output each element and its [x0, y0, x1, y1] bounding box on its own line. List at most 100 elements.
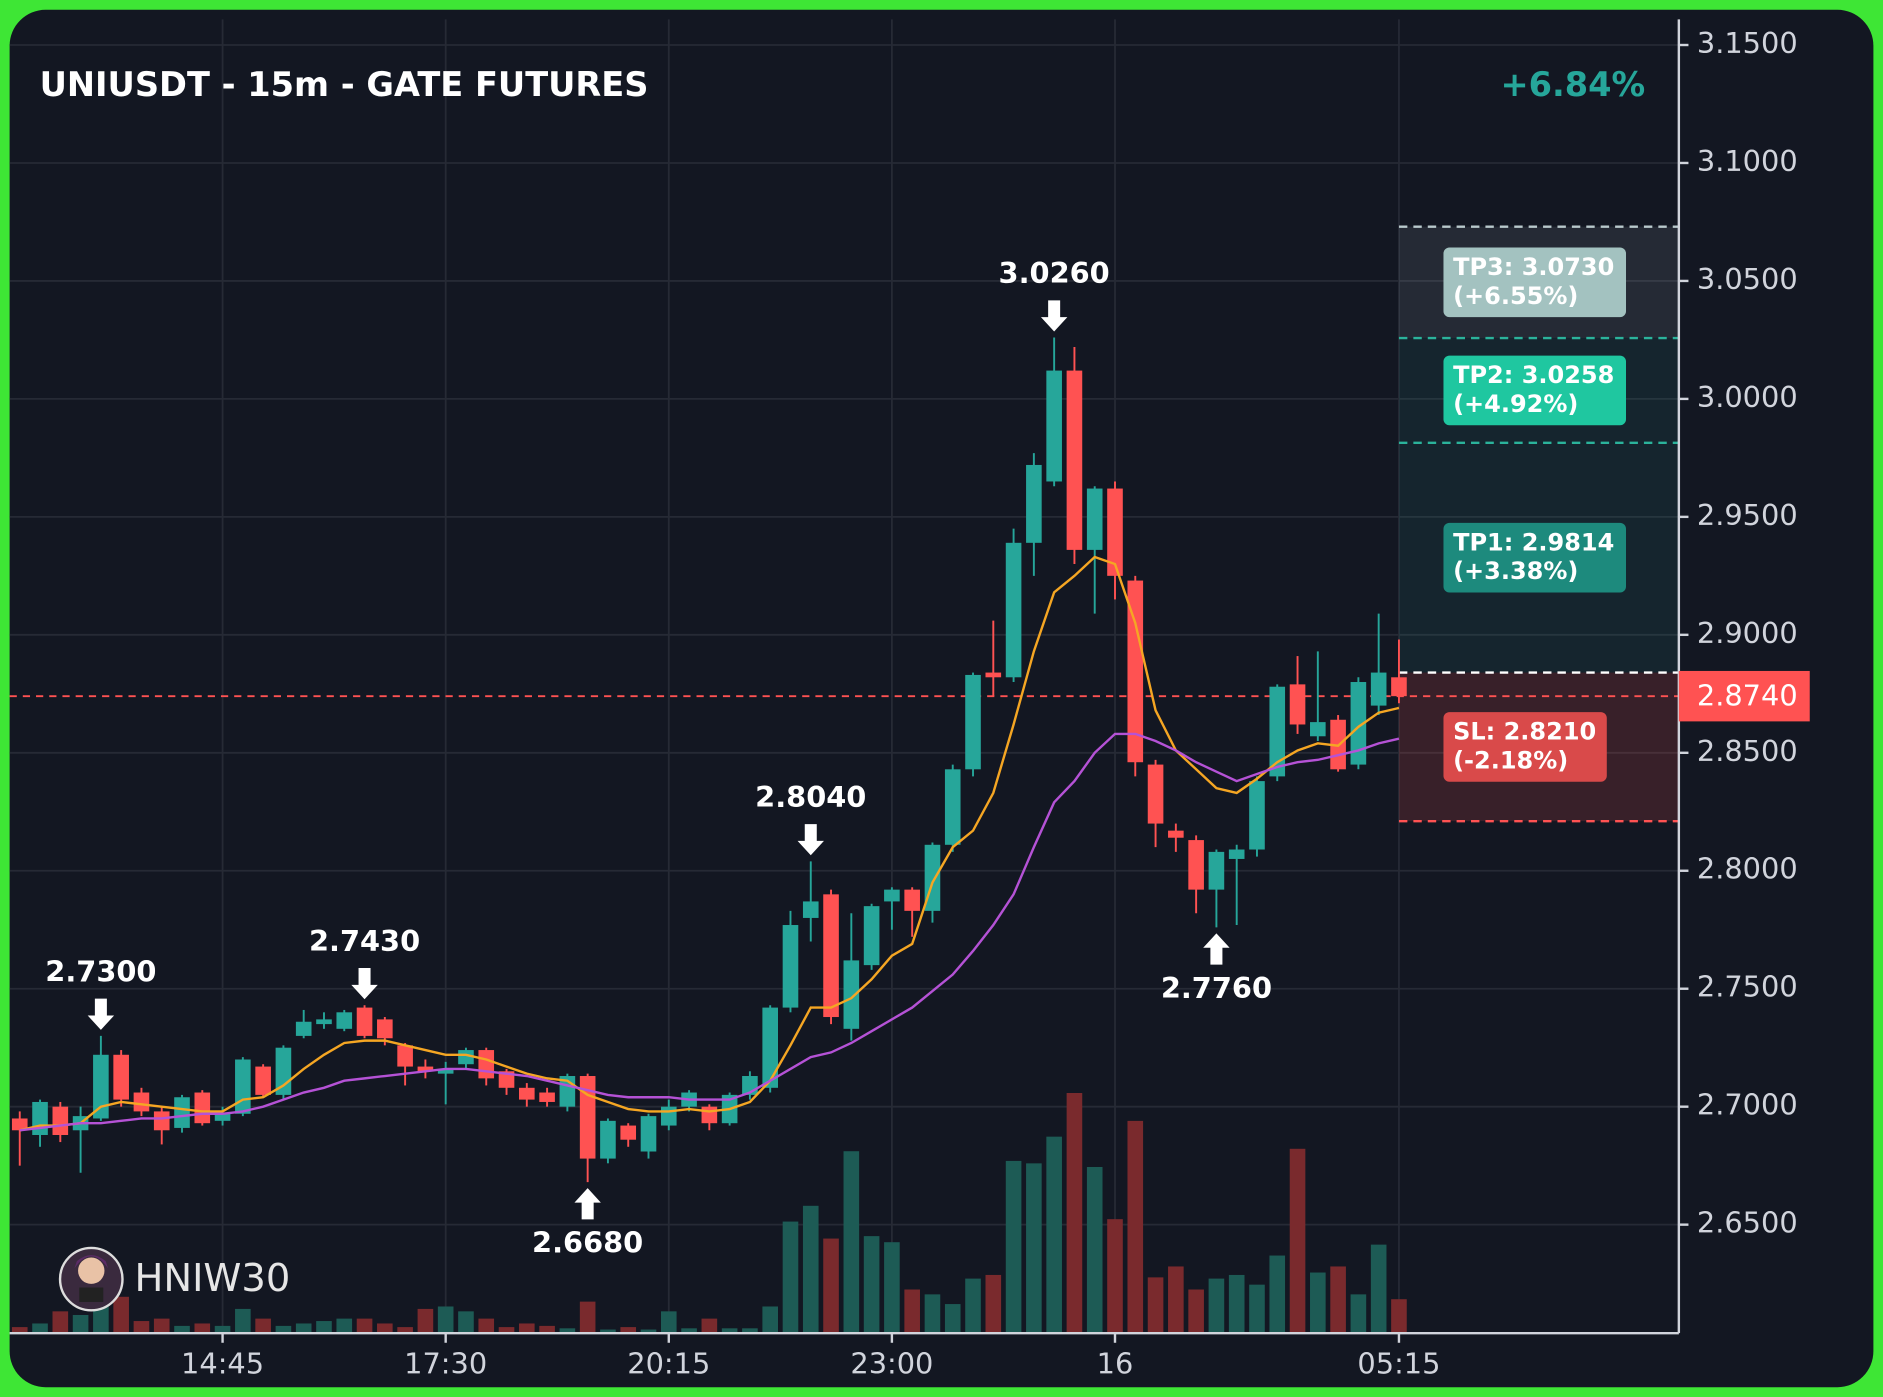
- volume-bar: [721, 1328, 738, 1334]
- volume-bar: [1370, 1244, 1387, 1334]
- level-box-bg: [1443, 355, 1627, 426]
- volume-bar: [72, 1314, 89, 1334]
- x-tick-label: 17:30: [404, 1347, 487, 1381]
- candle-body: [762, 1007, 779, 1088]
- candle-body: [11, 1118, 28, 1131]
- marker-label: 2.7760: [1161, 971, 1272, 1005]
- volume-bar: [316, 1321, 332, 1334]
- volume-bar: [1228, 1274, 1245, 1334]
- level-label: TP2: 3.0258: [1453, 361, 1614, 389]
- candle-body: [1107, 488, 1123, 576]
- volume-bar: [802, 1205, 819, 1334]
- x-tick-label: 20:15: [627, 1347, 710, 1381]
- candle-body: [295, 1021, 312, 1036]
- volume-bar: [356, 1318, 373, 1334]
- volume-bar: [985, 1274, 1002, 1334]
- candle-body: [985, 672, 1002, 678]
- level-label: SL: 2.8210: [1453, 717, 1596, 745]
- y-tick-label: 2.6500: [1697, 1206, 1798, 1240]
- volume-bar: [701, 1318, 718, 1334]
- volume-bar: [823, 1238, 839, 1334]
- candle-body: [782, 925, 799, 1008]
- volume-bar: [1086, 1166, 1103, 1334]
- volume-bar: [539, 1325, 555, 1334]
- candle-body: [214, 1113, 231, 1121]
- volume-bar: [437, 1306, 454, 1334]
- candle-body: [1208, 851, 1225, 890]
- candle-body: [397, 1045, 413, 1067]
- level-box: TP1: 2.9814(+3.38%): [1443, 522, 1627, 593]
- level-label: TP3: 3.0730: [1453, 253, 1614, 281]
- candle-body: [174, 1097, 190, 1128]
- candle-body: [1370, 672, 1387, 706]
- volume-bar: [519, 1323, 535, 1334]
- volume-bar: [1188, 1289, 1204, 1334]
- y-tick-label: 2.8000: [1697, 852, 1798, 886]
- candle-body: [377, 1019, 393, 1039]
- x-tick-label: 14:45: [181, 1347, 264, 1381]
- candle-body: [823, 894, 839, 1018]
- level-box-bg: [1443, 522, 1627, 593]
- volume-bar: [1249, 1284, 1265, 1334]
- candle-body: [1228, 849, 1245, 859]
- candle-body: [1391, 677, 1407, 697]
- avatar: [58, 1246, 124, 1312]
- level-pct: (+4.92%): [1453, 390, 1578, 418]
- level-box: SL: 2.8210(-2.18%): [1443, 712, 1607, 782]
- candle-body: [904, 889, 920, 911]
- level-pct: (+6.55%): [1453, 282, 1578, 310]
- volume-bar: [904, 1289, 920, 1334]
- volume-bar: [681, 1328, 697, 1334]
- level-box: TP3: 3.0730(+6.55%): [1443, 247, 1627, 318]
- y-tick-label: 2.9500: [1697, 498, 1798, 532]
- candle-body: [884, 889, 900, 902]
- candle-body: [1188, 840, 1204, 890]
- candle-body: [944, 769, 961, 845]
- x-tick-label: 05:15: [1357, 1347, 1440, 1381]
- candle-body: [1127, 580, 1144, 763]
- level-box: TP2: 3.0258(+4.92%): [1443, 355, 1627, 426]
- volume-bar: [1310, 1272, 1326, 1334]
- marker-arrow: [87, 998, 115, 1030]
- candle-body: [1289, 684, 1306, 725]
- volume-bar: [1391, 1299, 1407, 1334]
- marker-arrow: [797, 824, 824, 856]
- volume-bar: [458, 1311, 474, 1334]
- volume-bar: [174, 1325, 190, 1334]
- candle-body: [843, 960, 860, 1029]
- candle-body: [1005, 542, 1022, 678]
- candle-body: [113, 1054, 129, 1100]
- candle-body: [32, 1101, 48, 1135]
- watermark: HNIW30: [135, 1256, 291, 1301]
- marker-label: 2.7430: [309, 924, 420, 958]
- y-tick-label: 3.0500: [1697, 262, 1798, 296]
- volume-bar: [965, 1278, 981, 1334]
- candle-body: [1350, 682, 1367, 765]
- volume-bar: [32, 1323, 48, 1334]
- chart-title: UNIUSDT - 15m - GATE FUTURES: [40, 65, 649, 104]
- candle-body: [52, 1106, 69, 1135]
- candle-body: [316, 1019, 332, 1025]
- volume-bar: [11, 1327, 28, 1334]
- volume-bar: [153, 1318, 170, 1334]
- volume-bar: [255, 1318, 271, 1334]
- candle-body: [93, 1054, 109, 1119]
- candle-body: [1269, 686, 1286, 777]
- candle-body: [1046, 370, 1062, 482]
- volume-bar: [397, 1327, 413, 1334]
- chart-background: [9, 9, 1874, 1388]
- level-pct: (+3.38%): [1453, 557, 1578, 585]
- level-pct: (-2.18%): [1453, 746, 1568, 774]
- volume-bar: [336, 1318, 353, 1334]
- candle-body: [194, 1092, 211, 1124]
- y-tick-label: 3.1000: [1697, 144, 1798, 178]
- candle-body: [701, 1106, 718, 1124]
- level-label: TP1: 2.9814: [1453, 528, 1614, 556]
- volume-bar: [133, 1321, 150, 1334]
- volume-bar: [660, 1311, 677, 1334]
- level-box-bg: [1443, 712, 1607, 782]
- candle-body: [620, 1125, 637, 1140]
- volume-bar: [1208, 1278, 1225, 1334]
- y-tick-label: 2.8500: [1697, 734, 1798, 768]
- candle-body: [255, 1066, 271, 1095]
